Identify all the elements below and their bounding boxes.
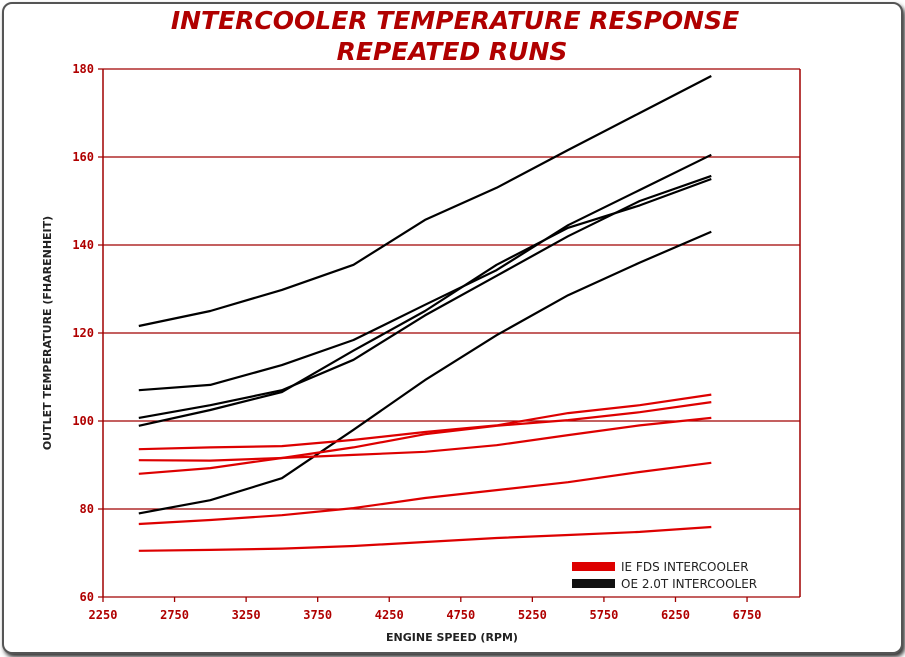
x-tick-label: 4750 <box>446 608 475 622</box>
y-tick-label: 120 <box>72 326 94 340</box>
x-tick-label: 2750 <box>160 608 189 622</box>
y-tick-label: 160 <box>72 150 94 164</box>
series-line-oe-2 <box>138 153 712 392</box>
legend-label-ie-fds: IE FDS INTERCOOLER <box>621 560 749 574</box>
y-axis-label: OUTLET TEMPERATURE (FHARENHEIT) <box>41 216 54 450</box>
x-tick-label: 3750 <box>303 608 332 622</box>
x-tick-label: 5250 <box>518 608 547 622</box>
chart-title-line-2: REPEATED RUNS <box>337 37 568 66</box>
legend-swatch-ie-fds <box>572 562 615 571</box>
chart-title-line-1: INTERCOOLER TEMPERATURE RESPONSE <box>171 6 739 35</box>
series-line-ie-fds-7 <box>138 416 712 462</box>
legend: IE FDS INTERCOOLER OE 2.0T INTERCOOLER <box>572 560 757 591</box>
x-tick-label: 5750 <box>589 608 618 622</box>
y-tick-label: 140 <box>72 238 94 252</box>
series-line-ie-fds-8 <box>138 401 712 475</box>
series-line-oe-1 <box>138 75 712 328</box>
x-tick-label: 2250 <box>89 608 118 622</box>
x-tick-label: 3250 <box>232 608 261 622</box>
x-tick-label: 6750 <box>733 608 762 622</box>
y-tick-label: 180 <box>72 62 94 76</box>
y-tick-label: 100 <box>72 414 94 428</box>
y-tick-label: 80 <box>80 502 94 516</box>
series-line-ie-fds-9 <box>138 461 712 526</box>
legend-label-oe: OE 2.0T INTERCOOLER <box>621 577 757 591</box>
x-axis-label: ENGINE SPEED (RPM) <box>386 631 518 644</box>
series-line-oe-4 <box>138 177 712 427</box>
series-line-oe-5 <box>138 230 712 515</box>
x-tick-label: 4250 <box>375 608 404 622</box>
series-line-ie-fds-10 <box>138 525 712 552</box>
series-line-ie-fds-6 <box>138 393 712 451</box>
y-tick-label: 60 <box>80 590 94 604</box>
x-tick-label: 6250 <box>661 608 690 622</box>
legend-swatch-oe <box>572 579 615 588</box>
